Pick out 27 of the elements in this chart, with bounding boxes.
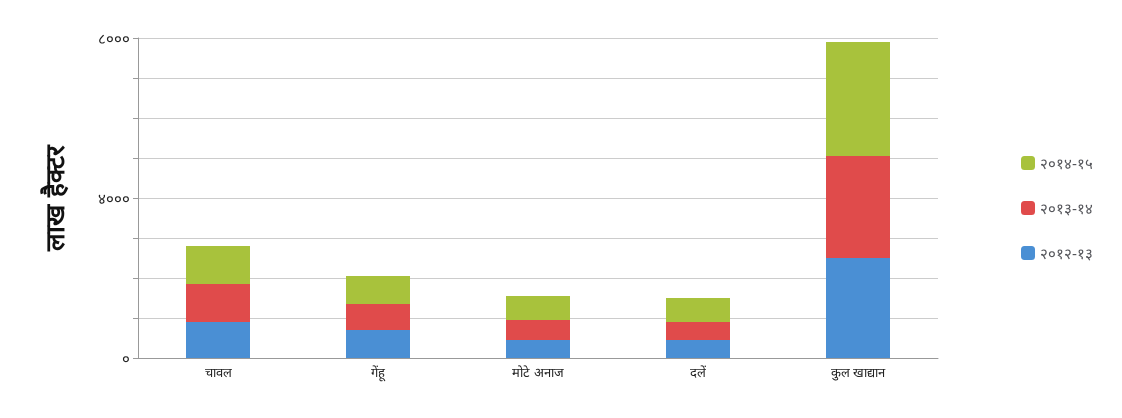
x-tick-label: दलें	[690, 365, 706, 380]
bar	[506, 296, 570, 320]
bar	[826, 258, 890, 358]
bar	[506, 340, 570, 358]
y-axis-title: लाख हैक्टर	[40, 144, 70, 252]
bar	[826, 156, 890, 258]
bar	[666, 298, 730, 322]
x-tick-label: मोटे अनाज	[512, 365, 564, 380]
bar	[666, 340, 730, 358]
bar	[346, 304, 410, 330]
y-tick-label: ८०००	[98, 29, 130, 47]
bar	[346, 276, 410, 304]
bar	[186, 284, 250, 322]
bar	[346, 330, 410, 358]
bar	[186, 322, 250, 358]
x-tick-label: चावल	[204, 365, 232, 380]
bar	[186, 246, 250, 284]
x-tick-label: गेंहू	[371, 365, 386, 382]
x-tick-label: कुल खाद्यान	[830, 365, 887, 381]
legend-label: २०१४-१५	[1040, 154, 1093, 172]
legend-label: २०१३-१४	[1040, 199, 1093, 217]
bar	[666, 322, 730, 340]
y-tick-label: ०	[122, 349, 130, 367]
bar	[826, 42, 890, 156]
bar	[506, 320, 570, 340]
legend-label: २०१२-१३	[1040, 244, 1093, 262]
y-tick-label: ४०००	[98, 189, 130, 207]
